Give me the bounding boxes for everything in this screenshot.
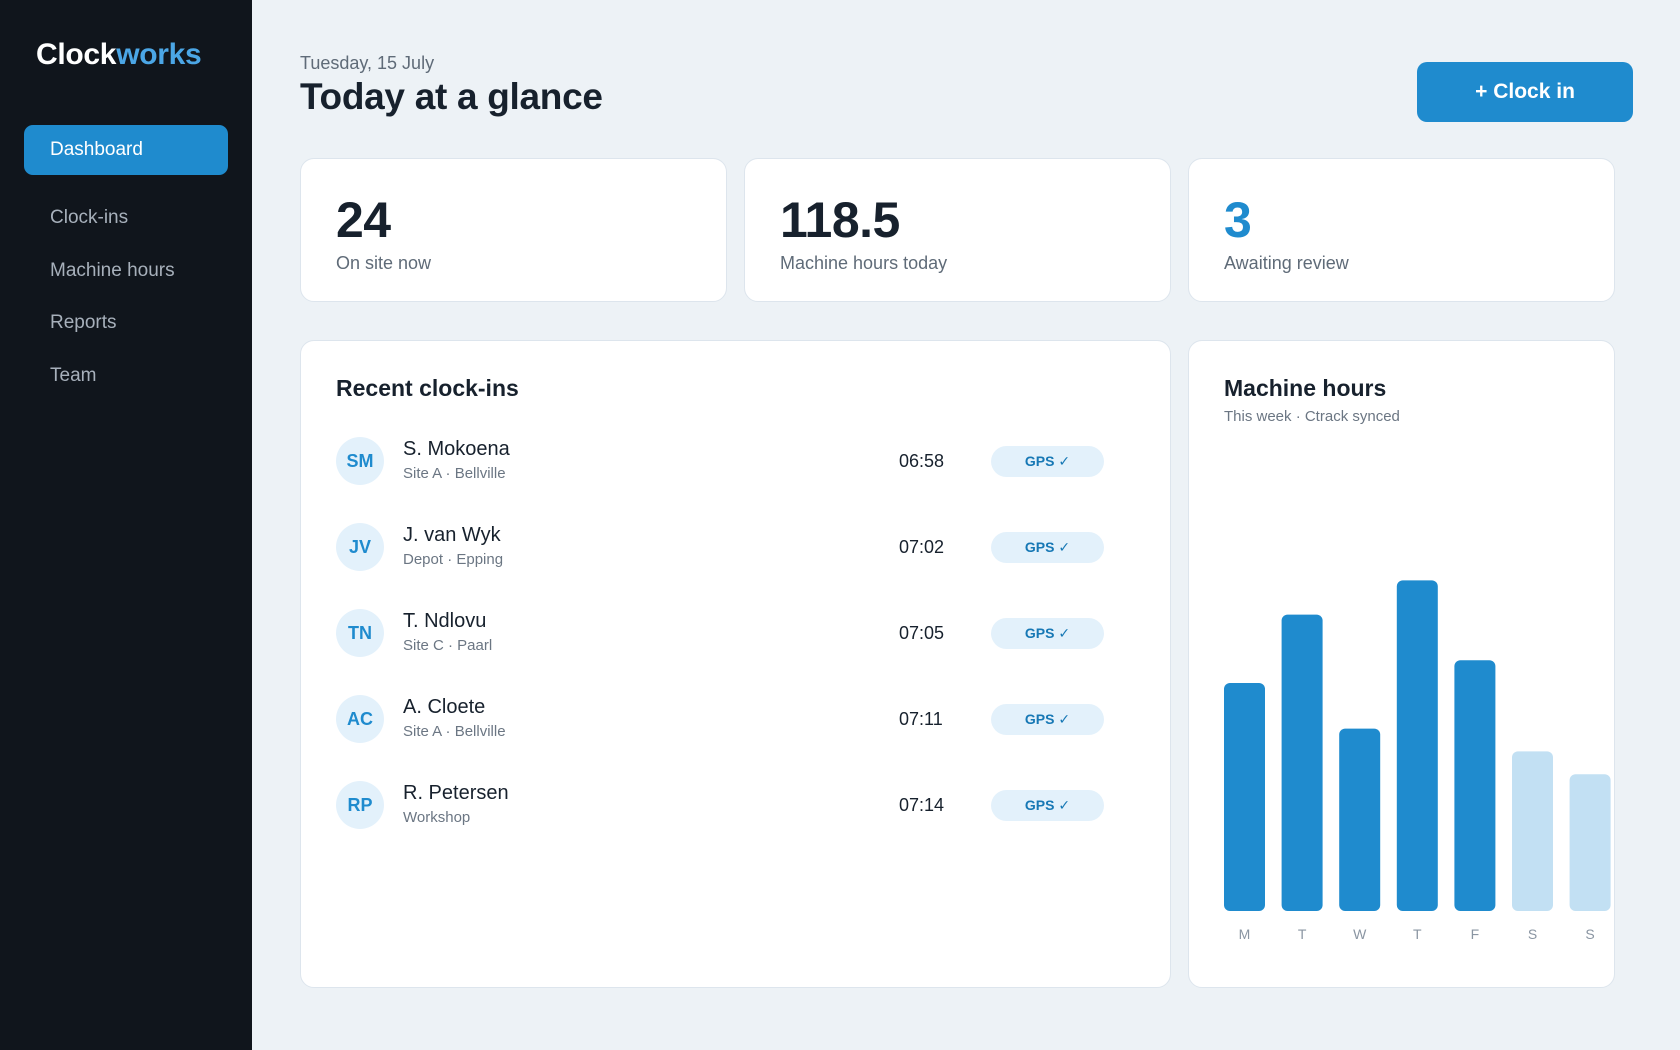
clock-in-time: 07:02	[899, 537, 945, 557]
person-name: A. Cloete	[403, 696, 486, 718]
stat-value: 24	[336, 192, 391, 248]
gps-status-badge: GPS ✓	[991, 532, 1104, 563]
clock-in-time: 07:05	[899, 623, 945, 643]
x-tick-label: W	[1353, 926, 1367, 942]
clock-in-time: 06:58	[899, 451, 945, 471]
section-subtitle: This week · Ctrack synced	[1224, 408, 1400, 425]
gps-status-badge: GPS ✓	[991, 618, 1104, 649]
chart-bar	[1512, 751, 1553, 911]
avatar: AC	[336, 695, 384, 743]
gps-status-badge: GPS ✓	[991, 790, 1104, 821]
person-site: Workshop	[403, 809, 471, 826]
clock-in-time: 07:14	[899, 795, 945, 815]
chart-bar	[1569, 774, 1611, 911]
sidebar: Clockworks Dashboard Clock-ins Machine h…	[0, 0, 252, 1050]
person-name: R. Petersen	[403, 782, 509, 804]
sidebar-item-label: Reports	[50, 312, 117, 333]
stat-label: Awaiting review	[1224, 253, 1349, 273]
x-tick-label: S	[1585, 926, 1594, 942]
sidebar-item-team[interactable]: Team	[24, 351, 228, 401]
person-name: S. Mokoena	[403, 438, 510, 460]
sidebar-item-machine-hours[interactable]: Machine hours	[24, 246, 228, 296]
sidebar-item-clock-ins[interactable]: Clock-ins	[24, 193, 228, 243]
chart-bar	[1224, 683, 1265, 911]
person-site: Site A · Bellville	[403, 723, 506, 740]
sidebar-item-label: Clock-ins	[50, 207, 129, 228]
clock-in-row[interactable]: SM S. Mokoena Site A · Bellville 06:58 G…	[336, 437, 1126, 487]
logo-text-works: works	[116, 38, 202, 71]
clock-in-row[interactable]: RP R. Petersen Workshop 07:14 GPS ✓	[336, 781, 1126, 831]
machine-hours-panel: Machine hours This week · Ctrack synced …	[1188, 340, 1615, 988]
person-site: Site C · Paarl	[403, 637, 493, 654]
sidebar-item-label: Machine hours	[50, 260, 175, 281]
stat-label: On site now	[336, 253, 432, 273]
chart-bar	[1454, 660, 1496, 911]
clock-in-button[interactable]: + Clock in	[1417, 62, 1633, 122]
x-tick-label: M	[1239, 926, 1251, 942]
section-title: Machine hours	[1224, 375, 1387, 401]
stat-value: 3	[1224, 192, 1252, 248]
avatar: JV	[336, 523, 384, 571]
x-tick-label: F	[1471, 926, 1480, 942]
clock-in-row[interactable]: AC A. Cloete Site A · Bellville 07:11 GP…	[336, 695, 1126, 745]
page-title: Today at a glance	[300, 76, 603, 117]
person-site: Depot · Epping	[403, 551, 504, 568]
person-site: Site A · Bellville	[403, 465, 506, 482]
sidebar-item-label: Team	[50, 365, 97, 386]
clock-in-row[interactable]: TN T. Ndlovu Site C · Paarl 07:05 GPS ✓	[336, 609, 1126, 659]
x-tick-label: T	[1413, 926, 1422, 942]
gps-status-badge: GPS ✓	[991, 704, 1104, 735]
clock-in-row[interactable]: JV J. van Wyk Depot · Epping 07:02 GPS ✓	[336, 523, 1126, 573]
chart-bar	[1339, 728, 1381, 911]
person-name: J. van Wyk	[403, 524, 501, 546]
sidebar-item-reports[interactable]: Reports	[24, 298, 228, 348]
stat-value: 118.5	[780, 192, 900, 248]
app-logo: Clockworks	[36, 38, 202, 72]
stat-label: Machine hours today	[780, 253, 948, 273]
recent-clock-ins-panel: Recent clock-ins SM S. Mokoena Site A · …	[300, 340, 1171, 988]
section-title: Recent clock-ins	[336, 375, 519, 401]
x-tick-label: S	[1528, 926, 1537, 942]
avatar: SM	[336, 437, 384, 485]
stat-card-awaiting-review[interactable]: 3 Awaiting review	[1188, 158, 1615, 302]
stat-card-machine-hours: 118.5 Machine hours today	[744, 158, 1171, 302]
avatar: RP	[336, 781, 384, 829]
avatar: TN	[336, 609, 384, 657]
sidebar-item-label: Dashboard	[50, 139, 143, 160]
gps-status-badge: GPS ✓	[991, 446, 1104, 477]
logo-text-clock: Clock	[36, 38, 117, 71]
chart-bar	[1281, 614, 1323, 911]
chart-bar	[1396, 580, 1438, 911]
sidebar-item-dashboard[interactable]: Dashboard	[24, 125, 228, 175]
stat-card-on-site: 24 On site now	[300, 158, 727, 302]
current-date: Tuesday, 15 July	[300, 53, 435, 73]
person-name: T. Ndlovu	[403, 610, 487, 632]
x-tick-label: T	[1298, 926, 1307, 942]
clock-in-time: 07:11	[899, 709, 943, 729]
